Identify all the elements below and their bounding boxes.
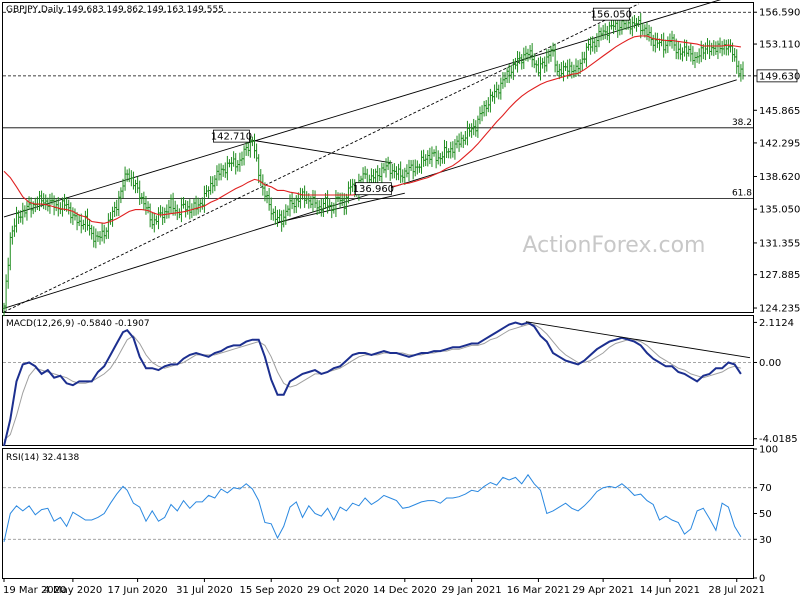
- macd-axis-label: 0.00: [759, 358, 781, 369]
- date-axis-label: 29 Jan 2021: [442, 585, 502, 596]
- price-trendlines: [3, 0, 737, 313]
- macd-axis-label: -4.0185: [759, 434, 798, 445]
- fib-level-label: 38.2: [732, 118, 752, 128]
- macd-panel: [2, 315, 754, 446]
- dashed-trend-trendline: [3, 3, 639, 313]
- price-axis-label: 135.050: [759, 205, 800, 216]
- price-label-text: 142.710: [211, 132, 252, 143]
- fib-level-label: 61.8: [732, 189, 752, 199]
- macd-panel-title: MACD(12,26,9) -0.5840 -0.1907: [6, 319, 150, 329]
- macd-main-line: [3, 321, 742, 447]
- date-axis-label: 29 Apr 2021: [572, 585, 634, 596]
- rsi-axis-label: 50: [759, 509, 772, 520]
- rsi-lines: [3, 473, 753, 543]
- price-axis-label: 153.110: [759, 40, 800, 51]
- price-axis-label: 138.620: [759, 172, 800, 183]
- channel-upper-trendline: [3, 0, 722, 218]
- date-axis-label: 15 Sep 2020: [240, 585, 303, 596]
- macd-trendline: [525, 321, 751, 359]
- price-axis-label: 142.295: [759, 138, 800, 149]
- price-axis-label: 145.865: [759, 106, 800, 117]
- price-bars: [2, 11, 745, 317]
- price-axis-label: 124.235: [759, 304, 800, 315]
- watermark-text: ActionForex.com: [523, 233, 706, 258]
- price-label-box: [213, 129, 250, 143]
- price-axis: 156.590 153.110 149.630 145.865 142.295 138.6…: [753, 8, 800, 315]
- date-axis-label: 28 Jul 2021: [708, 585, 765, 596]
- price-panel: [2, 2, 754, 313]
- price-labels: 156.050 142.710 136.960: [211, 7, 632, 196]
- price-axis-label: 149.630: [759, 71, 800, 82]
- date-axis-label: 19 Mar 2020: [3, 585, 66, 596]
- macd-axis-label: 2.1124: [759, 318, 794, 329]
- price-label-box: [354, 182, 392, 196]
- macd-signal-line: [3, 324, 742, 441]
- wedge-upper-trendline: [246, 138, 393, 164]
- date-axis-label: 14 Jun 2021: [640, 585, 700, 596]
- rsi-axis-label: 70: [759, 483, 772, 494]
- current-price-box: [756, 69, 798, 83]
- date-axis-label: 16 Mar 2021: [507, 585, 570, 596]
- date-axis-label: 14 Dec 2020: [373, 585, 437, 596]
- price-axis-label: 127.885: [759, 270, 800, 281]
- rsi-line: [3, 473, 742, 543]
- price-axis-label: 156.590: [759, 8, 800, 19]
- price-label-box: [592, 7, 630, 21]
- rsi-axis-label: 100: [759, 445, 778, 456]
- date-axis-label: 17 Jun 2020: [108, 585, 168, 596]
- date-axis-label: 29 Oct 2020: [307, 585, 369, 596]
- rsi-panel: [2, 448, 754, 579]
- date-axis-label: 31 Jul 2020: [176, 585, 233, 596]
- price-label-text: 136.960: [353, 184, 394, 195]
- rsi-axis: 100 70 50 30 0: [753, 445, 778, 585]
- wedge-lower-trendline: [277, 192, 405, 223]
- price-label-text: 156.050: [591, 10, 632, 21]
- price-panel-title: GBPJPY,Daily 149.683 149.862 149.163 149…: [6, 5, 224, 15]
- rsi-axis-label: 30: [759, 535, 772, 546]
- price-level-lines: 38.2 61.8: [3, 11, 753, 200]
- macd-lines: [3, 321, 753, 447]
- rsi-axis-label: 0: [759, 574, 765, 585]
- rsi-panel-title: RSI(14) 32.4138: [6, 453, 79, 463]
- price-axis-label: 131.355: [759, 238, 800, 249]
- macd-axis: 2.1124 0.00 -4.0185: [753, 318, 798, 445]
- date-axis-label: 4 May 2020: [43, 585, 102, 596]
